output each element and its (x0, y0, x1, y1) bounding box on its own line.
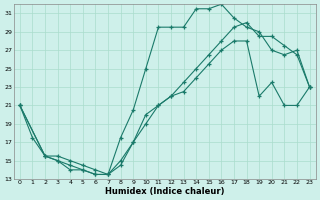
X-axis label: Humidex (Indice chaleur): Humidex (Indice chaleur) (105, 187, 224, 196)
